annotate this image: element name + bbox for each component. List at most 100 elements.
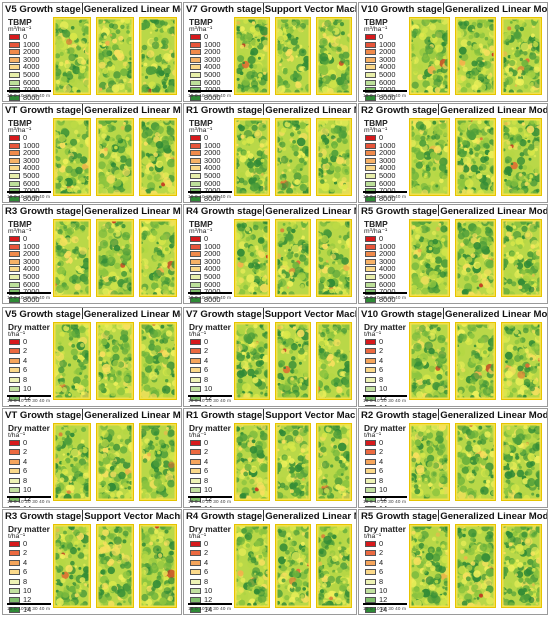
- field-plot-map: [409, 17, 450, 95]
- legend-swatch: [365, 559, 376, 566]
- legend-entry: 0: [190, 540, 208, 548]
- legend-entry: 8: [365, 577, 383, 586]
- legend-entry: 2000: [365, 48, 395, 56]
- yield-map-svg: [54, 323, 90, 399]
- legend-entry: 0: [365, 338, 383, 346]
- legend-swatch: [190, 505, 201, 507]
- legend-label: 4: [379, 456, 384, 466]
- legend-entry: 4000: [190, 164, 220, 172]
- legend-label: 2000: [379, 148, 396, 158]
- yield-map-svg: [456, 323, 495, 399]
- field-plot-map: [501, 17, 542, 95]
- legend-swatch: [190, 541, 201, 547]
- legend-entry: 5000: [9, 172, 39, 180]
- legend-entry: 2000: [190, 250, 220, 258]
- legend-entry: 4: [9, 456, 28, 466]
- legend-entry: 14: [190, 403, 212, 406]
- legend-label: 0: [204, 234, 209, 243]
- legend-entry: 14: [9, 504, 31, 507]
- field-plot-map: [455, 423, 496, 501]
- legend-label: 8000: [204, 92, 221, 102]
- legend-swatch: [9, 296, 20, 303]
- field-plot-map: [96, 524, 134, 608]
- title-separator: [263, 205, 265, 216]
- title-separator: [443, 308, 445, 319]
- legend-entry: 5000: [365, 71, 395, 79]
- legend-label: 6: [379, 567, 384, 577]
- field-plot-map: [409, 219, 450, 297]
- legend-label: 6000: [379, 178, 396, 188]
- legend-unit: m³/ha⁻¹: [364, 228, 388, 235]
- growth-stage-label: R5 Growth stage: [361, 511, 438, 522]
- scale-bar: 10 0 10 20 30 40 m: [188, 395, 248, 405]
- legend-entry: 3000: [365, 55, 395, 64]
- legend-swatch: [190, 606, 201, 613]
- legend-swatch: [365, 79, 376, 86]
- legend-entry: 4: [190, 457, 208, 466]
- legend-entry: 6000: [190, 179, 220, 188]
- legend-entry: 2000: [9, 48, 39, 56]
- legend-label: 2000: [379, 249, 396, 259]
- legend-label: 0: [379, 438, 384, 447]
- legend-label: 8: [23, 576, 28, 586]
- legend-entry: 2: [190, 347, 208, 355]
- legend-label: 12: [23, 595, 32, 605]
- yield-map-svg: [502, 323, 541, 399]
- legend-swatch: [9, 541, 20, 547]
- legend-entry: 6000: [365, 280, 395, 289]
- legend-swatch: [365, 550, 376, 557]
- legend-swatch: [190, 550, 201, 557]
- yield-map-svg: [235, 18, 269, 94]
- legend-entry: 8: [9, 375, 27, 384]
- legend-unit: t/ha⁻¹: [8, 533, 26, 540]
- legend-swatch: [365, 150, 376, 157]
- yield-map-svg: [97, 18, 133, 94]
- legend-label: 4000: [23, 163, 40, 173]
- legend-entry: 2: [9, 448, 27, 456]
- field-plot-map: [501, 322, 542, 400]
- legend-swatch: [365, 404, 376, 406]
- legend-entry: 10: [365, 587, 387, 595]
- legend-swatch: [9, 72, 20, 78]
- field-plot-map: [316, 423, 352, 501]
- legend-entry: 1000: [9, 141, 39, 150]
- legend-swatch: [190, 559, 201, 566]
- yield-map-svg: [235, 119, 269, 195]
- title-separator: [262, 308, 264, 319]
- legend-entry: 8000: [365, 194, 395, 202]
- legend-swatch: [365, 180, 376, 187]
- legend-entry: 4000: [190, 265, 220, 273]
- legend-label: 4000: [379, 264, 396, 274]
- legend-swatch: [365, 49, 376, 56]
- title-separator: [438, 510, 440, 521]
- legend-entry: 2000: [365, 149, 395, 157]
- legend-entry: 8: [190, 375, 208, 384]
- legend-swatch: [365, 195, 376, 202]
- legend-label: 6000: [23, 178, 40, 188]
- legend-entry: 8000: [365, 295, 395, 303]
- legend-swatch: [190, 367, 201, 374]
- legend-swatch: [190, 236, 201, 242]
- yield-map-svg: [317, 525, 351, 607]
- growth-stage-label: VT Growth stage: [5, 410, 82, 421]
- legend-entry: 6: [365, 467, 383, 475]
- yield-map-svg: [235, 323, 269, 399]
- scale-bar: 10 0 10 20 30 40 m: [363, 90, 423, 100]
- yield-map-svg: [54, 18, 90, 94]
- legend-label: 0: [23, 133, 28, 142]
- legend-label: 14: [379, 504, 387, 507]
- legend-entry: 0: [9, 134, 27, 142]
- legend-swatch: [190, 266, 201, 273]
- legend-label: 0: [204, 337, 209, 346]
- legend-label: 0: [23, 32, 28, 41]
- legend-label: 4: [23, 456, 28, 466]
- legend-label: 8: [204, 576, 209, 586]
